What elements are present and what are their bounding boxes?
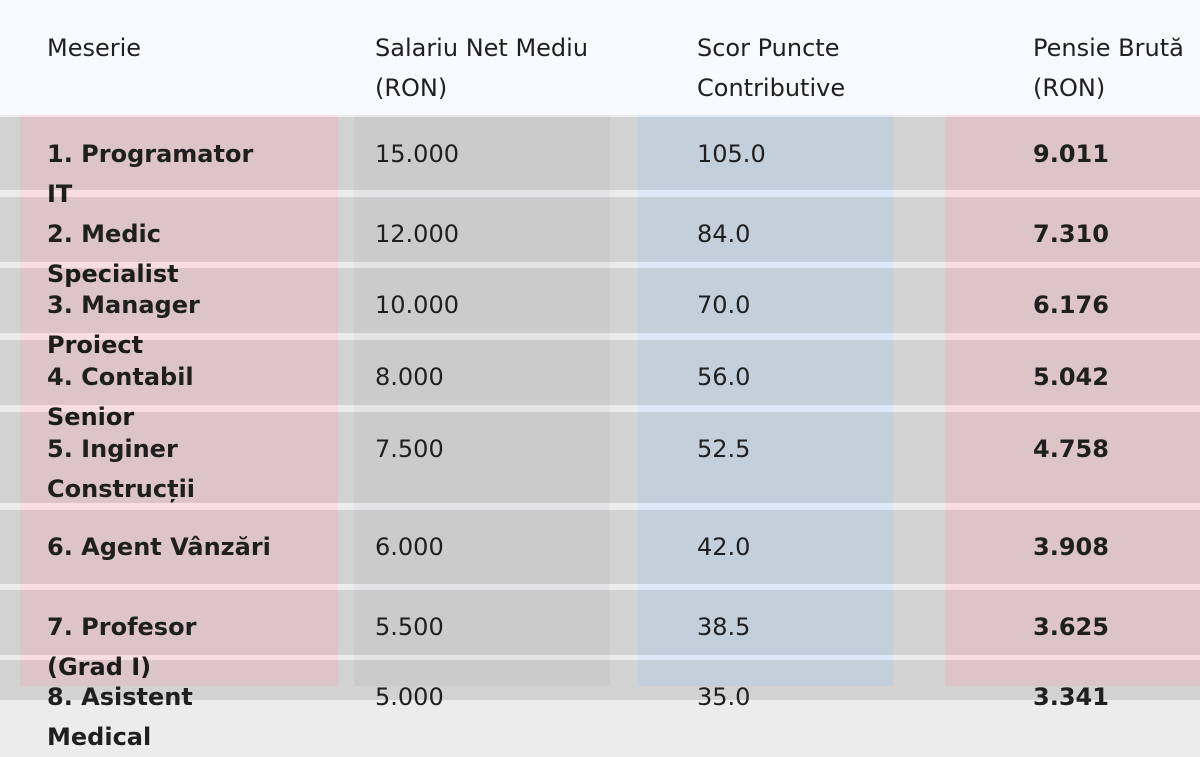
table-cell: 7. Profesor (Grad I) bbox=[47, 613, 197, 681]
row-background bbox=[0, 412, 1200, 503]
table-cell: 3.908 bbox=[1033, 533, 1109, 561]
table-cell: 3.341 bbox=[1033, 683, 1109, 711]
table-cell: 3.625 bbox=[1033, 613, 1109, 641]
table-cell: 5.500 bbox=[375, 613, 444, 641]
row-background bbox=[0, 268, 1200, 333]
table-cell: 70.0 bbox=[697, 291, 751, 319]
table-cell: 42.0 bbox=[697, 533, 751, 561]
table-cell: 4.758 bbox=[1033, 435, 1109, 463]
table-cell: 3. Manager Proiect bbox=[47, 291, 200, 359]
row-background bbox=[0, 340, 1200, 405]
table-cell: 12.000 bbox=[375, 220, 459, 248]
table-cell: 4. Contabil Senior bbox=[47, 363, 194, 431]
row-background bbox=[0, 117, 1200, 190]
column-highlight bbox=[638, 115, 893, 686]
table-cell: 1. Programator IT bbox=[47, 140, 254, 208]
column-header: Meserie bbox=[47, 34, 142, 62]
table-cell: 105.0 bbox=[697, 140, 766, 168]
table-cell: 8.000 bbox=[375, 363, 444, 391]
row-background bbox=[0, 590, 1200, 655]
table-cell: 84.0 bbox=[697, 220, 751, 248]
table-cell: 15.000 bbox=[375, 140, 459, 168]
table-cell: 6.000 bbox=[375, 533, 444, 561]
table-cell: 56.0 bbox=[697, 363, 751, 391]
table-cell: 38.5 bbox=[697, 613, 751, 641]
table-cell: 5. Inginer Construcții bbox=[47, 435, 196, 503]
column-highlight bbox=[20, 115, 338, 686]
table-cell: 9.011 bbox=[1033, 140, 1109, 168]
column-header: Salariu Net Mediu (RON) bbox=[375, 34, 589, 102]
table-cell: 6. Agent Vânzări bbox=[47, 533, 271, 561]
row-background bbox=[0, 197, 1200, 262]
column-highlight bbox=[354, 115, 610, 686]
table-cell: 5.000 bbox=[375, 683, 444, 711]
row-background bbox=[0, 510, 1200, 584]
column-highlight bbox=[945, 115, 1200, 686]
table-cell: 6.176 bbox=[1033, 291, 1109, 319]
table-cell: 7.500 bbox=[375, 435, 444, 463]
table-cell: 7.310 bbox=[1033, 220, 1109, 248]
table-cell: 2. Medic Specialist bbox=[47, 220, 179, 288]
table-cell: 35.0 bbox=[697, 683, 751, 711]
column-header: Pensie Brută (RON) bbox=[1033, 34, 1184, 102]
table-cell: 5.042 bbox=[1033, 363, 1109, 391]
table-cell: 8. Asistent Medical bbox=[47, 683, 193, 751]
column-header: Scor Puncte Contributive bbox=[697, 34, 846, 102]
table-cell: 52.5 bbox=[697, 435, 751, 463]
header-background bbox=[0, 0, 1200, 115]
table-cell: 10.000 bbox=[375, 291, 459, 319]
